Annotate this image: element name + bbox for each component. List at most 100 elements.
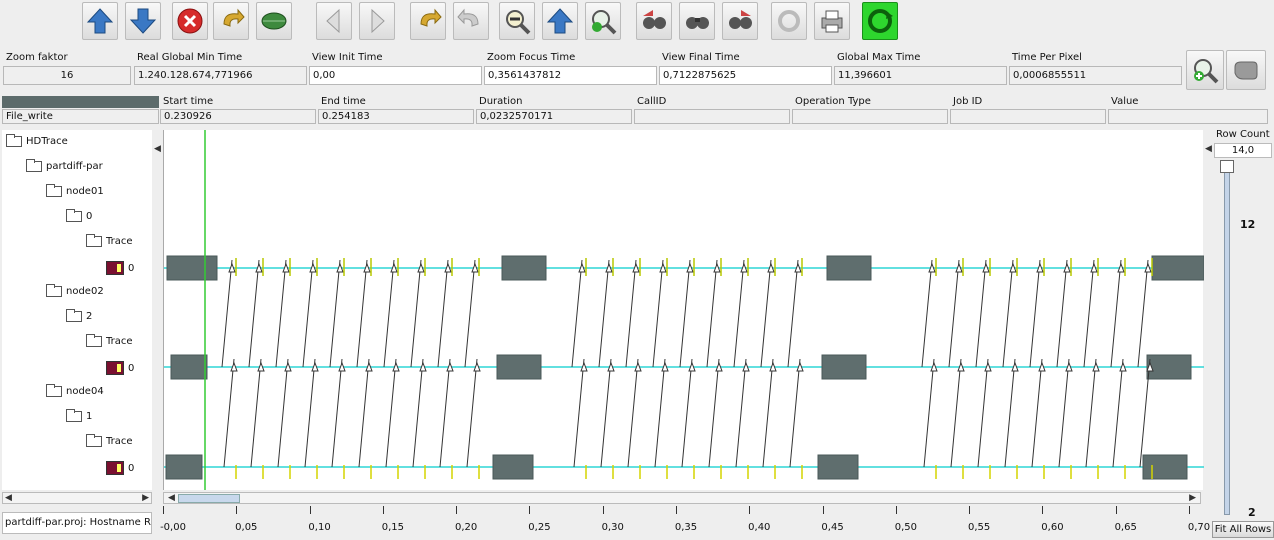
zoom-up-button[interactable] xyxy=(542,2,578,40)
gray-forward-arrow-icon xyxy=(457,8,479,27)
message-arrow xyxy=(760,259,772,368)
tree-folder-node[interactable]: node01 xyxy=(46,184,104,197)
undo-button[interactable] xyxy=(213,2,249,40)
arrow-head xyxy=(686,262,694,273)
close-button[interactable] xyxy=(172,2,208,40)
time-axis xyxy=(163,506,1203,520)
time-axis-tick xyxy=(1115,506,1117,514)
zoom-in-icon xyxy=(592,10,617,35)
find-next-button[interactable] xyxy=(722,2,758,40)
job-id-label: Job ID xyxy=(953,96,983,107)
timeline-horizontal-scrollbar[interactable]: ◀ ▶ xyxy=(163,492,1201,504)
find-prev-button[interactable] xyxy=(636,2,672,40)
arrow-head xyxy=(255,262,263,273)
time-axis-tick xyxy=(676,506,677,514)
row-count-slider-track[interactable] xyxy=(1224,165,1230,515)
global-max-time-label: Global Max Time xyxy=(837,52,921,63)
back-button[interactable] xyxy=(410,2,446,40)
message-arrow xyxy=(223,358,235,468)
message-arrow xyxy=(304,358,316,468)
pan-hand-button[interactable] xyxy=(1226,50,1266,90)
message-arrow xyxy=(331,358,343,468)
tree-folder-node[interactable]: Trace xyxy=(86,434,133,447)
message-arrow xyxy=(248,259,260,368)
time-axis-tick xyxy=(309,506,311,514)
zoom-faktor-field: 16 xyxy=(3,66,131,85)
arrow-head xyxy=(632,262,640,273)
message-arrow xyxy=(654,358,666,468)
message-arrow xyxy=(1112,358,1124,468)
row-count-input[interactable]: 14,0 xyxy=(1214,143,1272,158)
tree-folder-node[interactable]: 2 xyxy=(66,309,92,322)
time-axis-tick xyxy=(163,506,164,514)
tree-folder-node[interactable]: 1 xyxy=(66,409,92,422)
tree-collapse-arrow[interactable]: ◀ xyxy=(154,144,161,154)
timeline-plot[interactable] xyxy=(163,130,1205,490)
tree-folder-node[interactable]: node02 xyxy=(46,284,104,297)
message-arrow xyxy=(1085,358,1097,468)
arrow-head xyxy=(740,262,748,273)
end-time-field: 0.254183 xyxy=(318,109,474,124)
leaf-button[interactable] xyxy=(256,2,292,40)
green-sync-icon xyxy=(868,9,893,33)
zoom-focus-time-input[interactable]: 0,3561437812 xyxy=(484,66,657,85)
file-write-event-block xyxy=(817,454,859,480)
message-arrow xyxy=(679,259,691,368)
tree-node-label: 0 xyxy=(86,211,93,222)
scroll-up-button[interactable] xyxy=(82,2,118,40)
scroll-thumb[interactable] xyxy=(178,494,240,503)
tree-folder-node[interactable]: HDTrace xyxy=(6,134,68,147)
tree-folder-node[interactable]: 0 xyxy=(66,209,93,222)
folder-icon xyxy=(46,184,62,197)
refresh-button[interactable] xyxy=(771,2,807,40)
arrow-head xyxy=(767,262,775,273)
file-write-event-block xyxy=(1151,255,1205,281)
tree-leaf-node[interactable]: 0 xyxy=(106,461,134,475)
scroll-left-icon: ◀ xyxy=(5,493,12,503)
folder-icon xyxy=(86,234,102,247)
scroll-right-icon: ▶ xyxy=(1189,493,1196,503)
tree-folder-node[interactable]: node04 xyxy=(46,384,104,397)
global-max-time-field: 11,396601 xyxy=(834,66,1007,85)
red-x-icon xyxy=(177,8,203,34)
print-button[interactable] xyxy=(814,2,850,40)
step-left-button[interactable] xyxy=(316,2,352,40)
tree-horizontal-scrollbar[interactable]: ◀ ▶ xyxy=(2,492,152,504)
zoom-out-button[interactable] xyxy=(499,2,535,40)
message-arrow xyxy=(410,259,422,368)
zoom-in-button[interactable] xyxy=(585,2,621,40)
tree-folder-node[interactable]: Trace xyxy=(86,334,133,347)
tree-node-label: partdiff-par xyxy=(46,161,103,172)
scroll-down-button[interactable] xyxy=(125,2,161,40)
view-final-time-input[interactable]: 0,7122875625 xyxy=(659,66,832,85)
hand-icon xyxy=(1234,61,1258,80)
arrow-head xyxy=(715,361,723,372)
folder-icon xyxy=(46,284,62,297)
fit-all-rows-button[interactable]: Fit All Rows xyxy=(1212,521,1274,538)
tree-leaf-node[interactable]: 0 xyxy=(106,361,134,375)
time-axis-tick xyxy=(1189,506,1190,514)
arrow-head xyxy=(1009,262,1017,273)
arrow-head xyxy=(661,361,669,372)
step-right-button[interactable] xyxy=(359,2,395,40)
time-axis-tick-label: 0,10 xyxy=(308,522,331,533)
zoom-in-small-button[interactable] xyxy=(1186,50,1224,90)
tree-node-label: HDTrace xyxy=(26,136,68,147)
printer-icon xyxy=(821,10,843,33)
forward-button[interactable] xyxy=(453,2,489,40)
arrow-head xyxy=(984,361,992,372)
start-time-label: Start time xyxy=(163,96,214,107)
row-count-slider-thumb[interactable] xyxy=(1220,160,1234,173)
time-axis-tick xyxy=(1042,506,1044,514)
plot-expand-arrow[interactable]: ◀ xyxy=(1205,144,1212,154)
tree-leaf-node[interactable]: 0 xyxy=(106,261,134,275)
view-init-time-input[interactable]: 0,00 xyxy=(309,66,482,85)
tree-folder-node[interactable]: Trace xyxy=(86,234,133,247)
tree-folder-node[interactable]: partdiff-par xyxy=(26,159,103,172)
duration-field: 0,0232570171 xyxy=(476,109,632,124)
find-button[interactable] xyxy=(679,2,715,40)
time-axis-tick-label: 0,20 xyxy=(455,522,478,533)
arrow-head xyxy=(1092,361,1100,372)
sync-button[interactable] xyxy=(862,2,898,40)
arrow-head xyxy=(311,361,319,372)
